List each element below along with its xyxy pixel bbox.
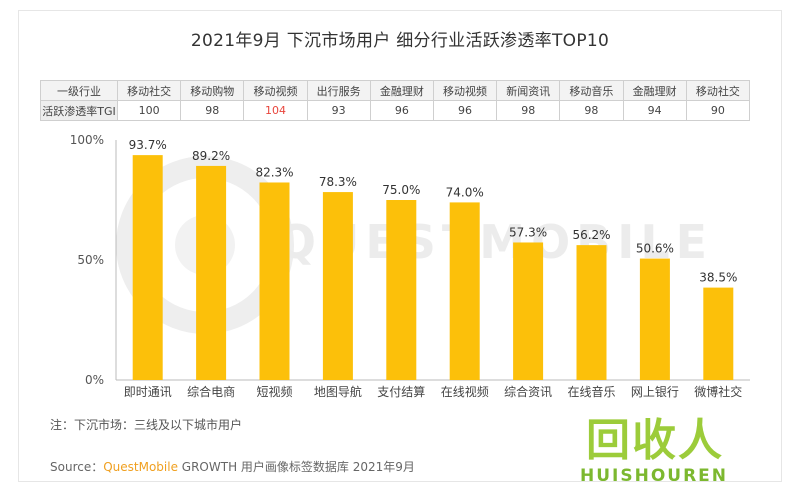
- tgi-cell: 98: [496, 100, 561, 121]
- industry-cell: 移动社交: [116, 80, 182, 101]
- bar: [639, 258, 670, 380]
- bar: [449, 202, 480, 380]
- industry-cell: 移动音乐: [559, 80, 624, 101]
- bar-value-label: 74.0%: [446, 185, 484, 199]
- source-suffix: GROWTH 用户画像标签数据库 2021年9月: [177, 460, 415, 474]
- industry-cell: 出行服务: [306, 80, 371, 101]
- bar: [132, 155, 163, 380]
- tgi-table: 一级行业 移动社交 移动购物 移动视频 出行服务 金融理财 移动视频 新闻资讯 …: [40, 80, 751, 121]
- industry-cell: 金融理财: [369, 80, 434, 101]
- y-tick-label: 100%: [70, 133, 104, 147]
- bar-value-label: 75.0%: [382, 183, 420, 197]
- tgi-cell: 96: [432, 100, 498, 121]
- bar: [513, 242, 544, 380]
- watermark-big-text: 回收人: [586, 415, 724, 466]
- industry-cell: 新闻资讯: [496, 80, 561, 101]
- industry-cell: 移动社交: [685, 80, 751, 101]
- bar-value-label: 50.6%: [636, 242, 674, 256]
- bar-value-label: 82.3%: [255, 165, 293, 179]
- source-prefix: Source：: [50, 460, 104, 474]
- bar-value-label: 57.3%: [509, 225, 547, 239]
- x-tick-label: 综合电商: [187, 384, 235, 399]
- bar: [576, 245, 607, 380]
- bar-value-label: 93.7%: [129, 138, 167, 152]
- x-tick-label: 短视频: [256, 384, 292, 399]
- bar-value-label: 56.2%: [572, 228, 610, 242]
- x-tick-label: 即时通讯: [124, 385, 172, 399]
- industry-cell: 移动视频: [432, 80, 498, 101]
- industry-row: 一级行业 移动社交 移动购物 移动视频 出行服务 金融理财 移动视频 新闻资讯 …: [40, 80, 751, 101]
- footnote: 注：下沉市场：三线及以下城市用户: [50, 418, 243, 432]
- x-tick-label: 在线音乐: [567, 384, 615, 399]
- tgi-cell: 94: [622, 100, 687, 121]
- tgi-cell: 100: [116, 100, 182, 121]
- industry-cell: 金融理财: [622, 80, 687, 101]
- tgi-row: 活跃渗透率TGI 100 98 104 93 96 96 98 98 94 90: [40, 100, 751, 121]
- industry-cell: 移动购物: [180, 80, 245, 101]
- x-tick-label: 网上银行: [631, 385, 679, 399]
- tgi-cell: 93: [306, 100, 371, 121]
- tgi-cell: 90: [685, 100, 751, 121]
- bar: [196, 165, 227, 380]
- y-tick-label: 0%: [85, 373, 104, 387]
- tgi-cell: 98: [180, 100, 245, 121]
- watermark-small-text: HUISHOUREN: [580, 466, 729, 486]
- x-tick-label: 综合资讯: [504, 384, 552, 399]
- source-brand: QuestMobile: [103, 460, 178, 474]
- x-tick-label: 支付结算: [377, 384, 425, 399]
- bar: [322, 192, 353, 380]
- y-axis-ticks: 0% 50% 100%: [70, 133, 104, 387]
- bar: [386, 200, 417, 380]
- x-tick-label: 微博社交: [694, 384, 742, 399]
- tgi-cell: 96: [369, 100, 434, 121]
- bar-value-label: 38.5%: [699, 271, 737, 285]
- bar: [259, 182, 290, 380]
- chart-title: 2021年9月 下沉市场用户 细分行业活跃渗透率TOP10: [190, 31, 610, 51]
- row-label-tgi: 活跃渗透率TGI: [40, 100, 118, 121]
- watermark-logo: 回收人 HUISHOUREN: [540, 400, 780, 500]
- bar: [703, 287, 734, 380]
- x-tick-label: 地图导航: [314, 384, 362, 399]
- industry-cell: 移动视频: [243, 80, 308, 101]
- bars: 93.7% 即时通讯 89.2% 综合电商 82.3% 短视频 78.3% 地图导航 75.0%…: [124, 138, 743, 399]
- source-line: Source：QuestMobile GROWTH 用户画像标签数据库 2021…: [50, 458, 415, 475]
- bar-value-label: 89.2%: [192, 149, 230, 163]
- y-tick-label: 50%: [77, 253, 104, 267]
- bar-value-label: 78.3%: [319, 175, 357, 189]
- x-tick-label: 在线视频: [441, 384, 489, 399]
